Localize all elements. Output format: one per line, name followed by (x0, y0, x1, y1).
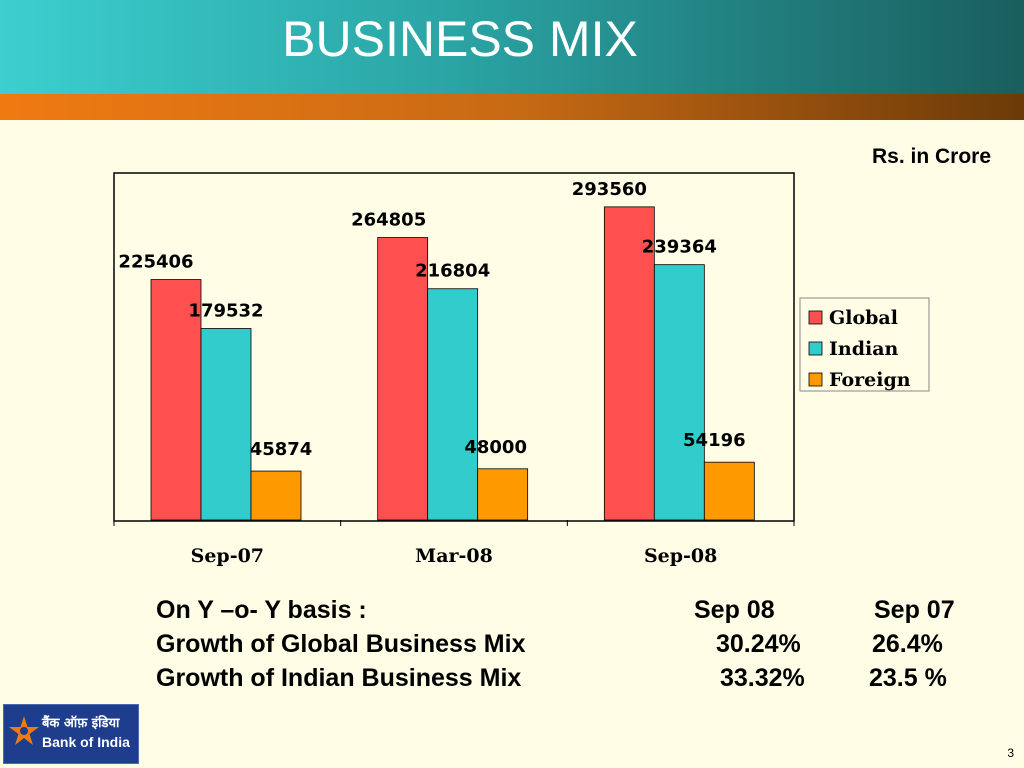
data-label: 179532 (188, 300, 263, 321)
growth-row-global: Growth of Global Business Mix 30.24% 26.… (156, 630, 986, 664)
accent-band (0, 94, 1024, 120)
legend-label-foreign: Foreign (829, 369, 911, 391)
data-label: 48000 (464, 437, 527, 458)
growth-row-indian: Growth of Indian Business Mix 33.32% 23.… (156, 664, 986, 698)
bar-foreign-sep-07 (250, 470, 302, 521)
data-label: 225406 (118, 252, 193, 273)
logo-english-text: Bank of India (42, 734, 130, 750)
logo-hindi-text: बैंक ऑफ़ इंडिया (42, 716, 120, 731)
x-tick-label: Mar-08 (415, 545, 493, 567)
bar-indian-sep-07 (200, 328, 252, 521)
bar-indian-mar-08 (427, 288, 479, 521)
growth-row-col2: 23.5 % (869, 664, 947, 692)
legend-swatch-indian (808, 341, 823, 356)
legend-label-global: Global (829, 307, 898, 329)
title-bar: BUSINESS MIX (0, 0, 1024, 94)
data-label: 54196 (683, 430, 746, 451)
growth-row-col1: 33.32% (720, 664, 805, 692)
page-title: BUSINESS MIX (282, 11, 638, 67)
growth-header-row: On Y –o- Y basis : Sep 08 Sep 07 (156, 596, 986, 630)
legend-swatch-global (808, 310, 823, 325)
data-label: 239364 (642, 237, 717, 258)
legend-label-indian: Indian (829, 338, 899, 360)
growth-table: On Y –o- Y basis : Sep 08 Sep 07 Growth … (156, 596, 986, 698)
bar-global-sep-08 (603, 206, 655, 521)
legend-swatch-foreign (808, 372, 823, 387)
growth-row-col1: 30.24% (716, 630, 801, 658)
plot-area (113, 172, 795, 522)
growth-header-col2: Sep 07 (874, 596, 955, 624)
data-label: 216804 (415, 261, 490, 282)
growth-row-label: Growth of Indian Business Mix (156, 664, 522, 692)
bar-foreign-mar-08 (477, 468, 529, 521)
unit-label: Rs. in Crore (871, 145, 991, 168)
data-label: 264805 (351, 210, 426, 231)
x-tick-label: Sep-07 (191, 545, 264, 567)
growth-row-label: Growth of Global Business Mix (156, 630, 526, 658)
growth-row-col2: 26.4% (872, 630, 943, 658)
bar-foreign-sep-08 (703, 461, 755, 521)
star-logo-icon (9, 716, 39, 745)
growth-header-label: On Y –o- Y basis : (156, 596, 367, 624)
bar-global-mar-08 (377, 237, 429, 521)
data-label: 293560 (572, 179, 647, 200)
bar-global-sep-07 (150, 279, 202, 521)
bar-indian-sep-08 (653, 264, 705, 521)
bank-logo: बैंक ऑफ़ इंडिया Bank of India (3, 704, 139, 764)
business-mix-chart: 225406 179532 45874 264805 216804 48000 293560… (113, 172, 930, 567)
page-number: 3 (1007, 746, 1014, 760)
data-label: 45874 (250, 439, 313, 460)
x-tick-label: Sep-08 (644, 545, 717, 567)
growth-header-col1: Sep 08 (694, 596, 775, 624)
